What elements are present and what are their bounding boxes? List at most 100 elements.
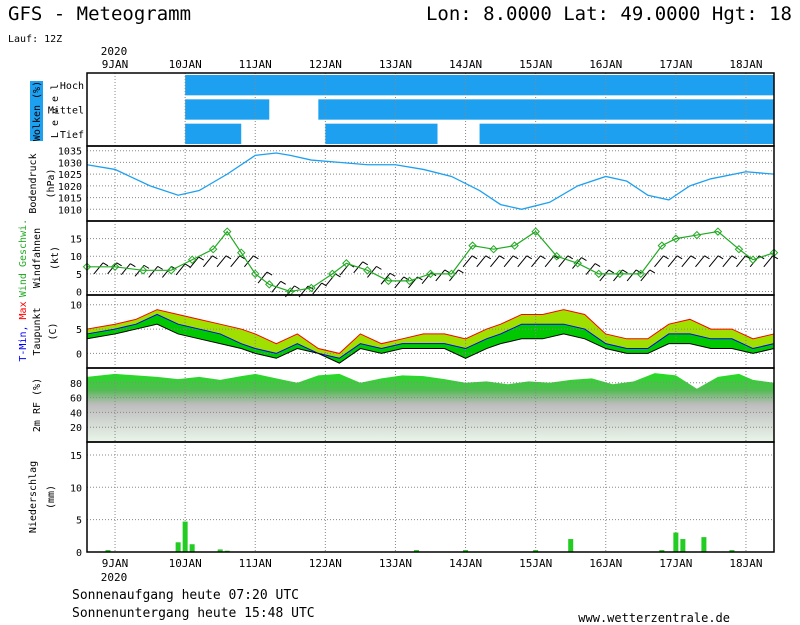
- pressure-ylabel2: (hPa): [46, 168, 57, 198]
- precip-tick-label: 15: [70, 451, 82, 462]
- wind-speed-point: [236, 248, 246, 257]
- wind-speed-point: [342, 259, 351, 268]
- wind-speed-point: [594, 269, 603, 279]
- precip-ylabel2: (mm): [46, 485, 57, 509]
- day-label-top-8: 17JAN: [659, 58, 692, 71]
- temperature-panel: 0 5 10 T-Min, Max Taupunkt (C): [18, 294, 775, 369]
- wind-barb-flag: [171, 265, 177, 270]
- temp-ylabel-max: Max: [18, 301, 29, 325]
- wind-barb-flag: [512, 255, 519, 260]
- wind-barb: [708, 255, 719, 268]
- day-label-top-7: 16JAN: [589, 58, 622, 71]
- pressure-line: [86, 152, 775, 210]
- wind-speed-point: [187, 255, 197, 265]
- wind-speed-point: [447, 269, 456, 279]
- wind-barb-flag: [622, 269, 628, 274]
- wind-barb: [380, 272, 391, 285]
- wind-barb: [93, 262, 104, 275]
- day-label-bottom-4: 13JAN: [379, 557, 412, 570]
- wind-speed-point: [138, 266, 148, 275]
- wind-barb-flag: [266, 271, 273, 276]
- wind-barb-flag: [198, 256, 204, 261]
- wind-barb-flag: [225, 255, 232, 260]
- temperature-tick-label: 5: [76, 325, 82, 336]
- wind-barb: [107, 262, 118, 275]
- wind-barb: [640, 269, 651, 282]
- wind-speed-point: [286, 287, 295, 296]
- wind-barb-flag: [471, 255, 478, 260]
- wind-barb-flag: [143, 264, 150, 269]
- wind-barb-flag: [581, 257, 587, 262]
- wind-barb-flag: [567, 255, 574, 260]
- cloud-ylabel2: L e v e l: [50, 84, 61, 138]
- wind-barb-flag: [212, 255, 218, 260]
- temp-min-line: [86, 313, 775, 359]
- wind-speed-point: [510, 241, 519, 250]
- wind-barb: [257, 271, 268, 284]
- wind-speed-point: [110, 262, 120, 272]
- day-label-top-3: 12JAN: [309, 58, 342, 71]
- precip-ylabel: Niederschlag: [28, 461, 39, 533]
- wind-barb-flag: [690, 255, 697, 260]
- wind-barb-flag: [321, 282, 327, 287]
- wind-barb: [435, 269, 446, 282]
- wind-barb: [722, 255, 733, 268]
- wind-barb: [148, 266, 159, 278]
- year-label-bottom: 2020: [101, 571, 128, 584]
- wind-barb-flag: [253, 255, 259, 260]
- wind-barb: [367, 266, 377, 278]
- cloud-level-tief: Tief: [60, 130, 84, 141]
- pressure-tick-label: 1025: [58, 170, 82, 181]
- wind-barb-flag: [717, 255, 724, 260]
- pressure-tick-label: 1020: [58, 182, 82, 193]
- wind-speed-point: [166, 266, 176, 275]
- wind-barb-flag: [745, 255, 751, 260]
- temp-ylabel-min: T-Min,: [18, 325, 29, 361]
- wind-barb-flag: [594, 263, 601, 267]
- year-label-top: 2020: [101, 45, 128, 58]
- wind-speed-point: [82, 262, 92, 272]
- wind-panel: 0 5 10 15 Wind Geschwi. Windfahnen (kt): [18, 219, 779, 298]
- cloud-band-hoch-0: [185, 75, 775, 96]
- wind-speed-point: [307, 283, 316, 293]
- model-run: Lauf: 12Z: [8, 34, 62, 45]
- precip-bar-2: [182, 521, 188, 552]
- wind-barb-flag: [635, 269, 642, 274]
- site-url[interactable]: www.wetterzentrale.de: [578, 611, 730, 625]
- sunrise-text: Sonnenaufgang heute 07:20 UTC: [72, 588, 299, 603]
- wind-barb: [476, 255, 487, 268]
- precip-frame: [86, 441, 775, 553]
- precip-bar-3: [189, 544, 195, 552]
- temperature-tick-label: 10: [70, 301, 82, 312]
- day-label-top-1: 10JAN: [169, 58, 202, 71]
- day-label-top-5: 14JAN: [449, 58, 482, 71]
- wind-barb-flag: [526, 255, 533, 260]
- humidity-tick-label: 60: [70, 394, 82, 405]
- day-label-top-0: 9JAN: [102, 58, 129, 71]
- cloud-band-mittel-1: [318, 99, 774, 120]
- precip-bar-7: [463, 550, 469, 552]
- wind-speed-line: [87, 230, 775, 293]
- sunset-text: Sonnenuntergang heute 15:48 UTC: [72, 606, 315, 621]
- pressure-frame: [86, 145, 775, 222]
- temp-ylabel: T-Min, Max: [18, 301, 29, 361]
- day-label-bottom-3: 12JAN: [309, 557, 342, 570]
- clouds-panel: Hoch Mittel Tief Wolken (%) L e v e l: [30, 72, 775, 147]
- precip-bar-6: [413, 550, 419, 552]
- wind-barb-flag: [280, 280, 286, 285]
- wind-barb: [312, 282, 323, 295]
- wind-barb: [667, 255, 678, 268]
- wind-barb-flag: [157, 265, 163, 270]
- temp-ylabel3: (C): [48, 322, 59, 340]
- day-label-bottom-7: 16JAN: [589, 557, 622, 570]
- precip-bar-0: [105, 550, 111, 552]
- day-label-bottom-2: 11JAN: [239, 557, 272, 570]
- wind-barb-flag: [499, 255, 505, 260]
- wind-barb: [599, 269, 610, 282]
- wind-tick-label: 10: [70, 252, 82, 263]
- cloud-label-box: [30, 81, 43, 141]
- temp-min-band: [87, 314, 774, 364]
- day-label-top-4: 13JAN: [379, 58, 412, 71]
- wind-barb: [626, 269, 637, 282]
